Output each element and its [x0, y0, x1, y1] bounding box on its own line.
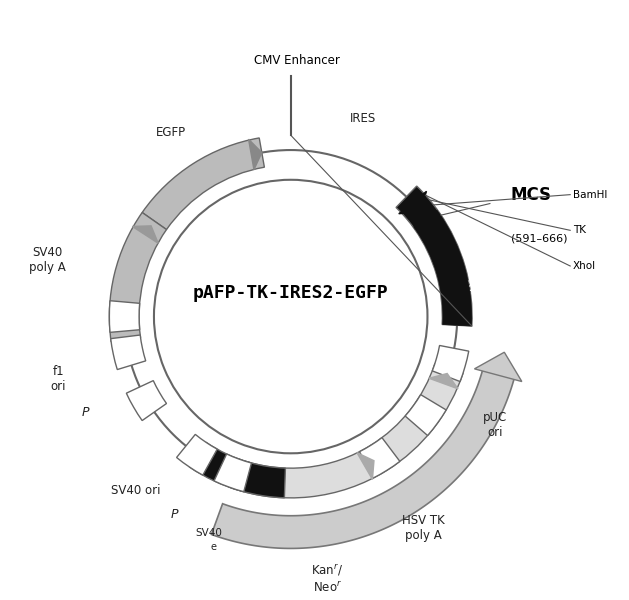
Text: $P$: $P$: [170, 508, 180, 521]
Text: f1
ori: f1 ori: [50, 365, 66, 393]
Text: CMV Enhancer: CMV Enhancer: [253, 54, 340, 67]
Text: EGFP: EGFP: [156, 125, 186, 139]
Polygon shape: [357, 452, 374, 479]
Wedge shape: [189, 442, 249, 491]
Wedge shape: [109, 301, 140, 332]
Text: Kan$^r$/
Neo$^r$: Kan$^r$/ Neo$^r$: [311, 562, 343, 595]
Text: MCS: MCS: [511, 185, 552, 203]
Wedge shape: [142, 138, 264, 230]
Polygon shape: [414, 210, 472, 326]
Text: (591–666): (591–666): [511, 233, 567, 243]
Polygon shape: [132, 226, 159, 243]
Wedge shape: [405, 395, 446, 436]
Wedge shape: [214, 454, 252, 492]
Wedge shape: [432, 346, 469, 382]
Text: $P$: $P$: [81, 406, 91, 419]
Polygon shape: [211, 368, 515, 548]
Text: SV40
poly A: SV40 poly A: [29, 247, 66, 274]
Text: e: e: [211, 542, 216, 551]
Wedge shape: [396, 186, 439, 230]
Text: XhoI: XhoI: [573, 261, 596, 271]
Polygon shape: [429, 373, 458, 389]
Text: BamHI: BamHI: [573, 190, 608, 200]
Text: TK: TK: [573, 226, 586, 235]
Polygon shape: [248, 139, 262, 170]
Text: IRES: IRES: [350, 112, 376, 125]
Text: AFP promoter: AFP promoter: [431, 240, 486, 306]
Text: SV40 ori: SV40 ori: [111, 484, 160, 497]
Text: SV40: SV40: [196, 527, 223, 538]
Wedge shape: [360, 437, 400, 478]
Text: pUC
ori: pUC ori: [483, 412, 508, 439]
Wedge shape: [177, 434, 217, 475]
Wedge shape: [415, 212, 472, 326]
Wedge shape: [109, 212, 167, 342]
Wedge shape: [126, 380, 167, 421]
Polygon shape: [474, 352, 522, 382]
Text: HSV TK
poly A: HSV TK poly A: [402, 514, 445, 542]
Wedge shape: [371, 364, 463, 470]
Wedge shape: [241, 462, 286, 498]
Wedge shape: [229, 445, 387, 498]
Polygon shape: [399, 191, 426, 214]
Text: pAFP-TK-IRES2-EGFP: pAFP-TK-IRES2-EGFP: [193, 284, 389, 302]
Wedge shape: [111, 335, 146, 370]
